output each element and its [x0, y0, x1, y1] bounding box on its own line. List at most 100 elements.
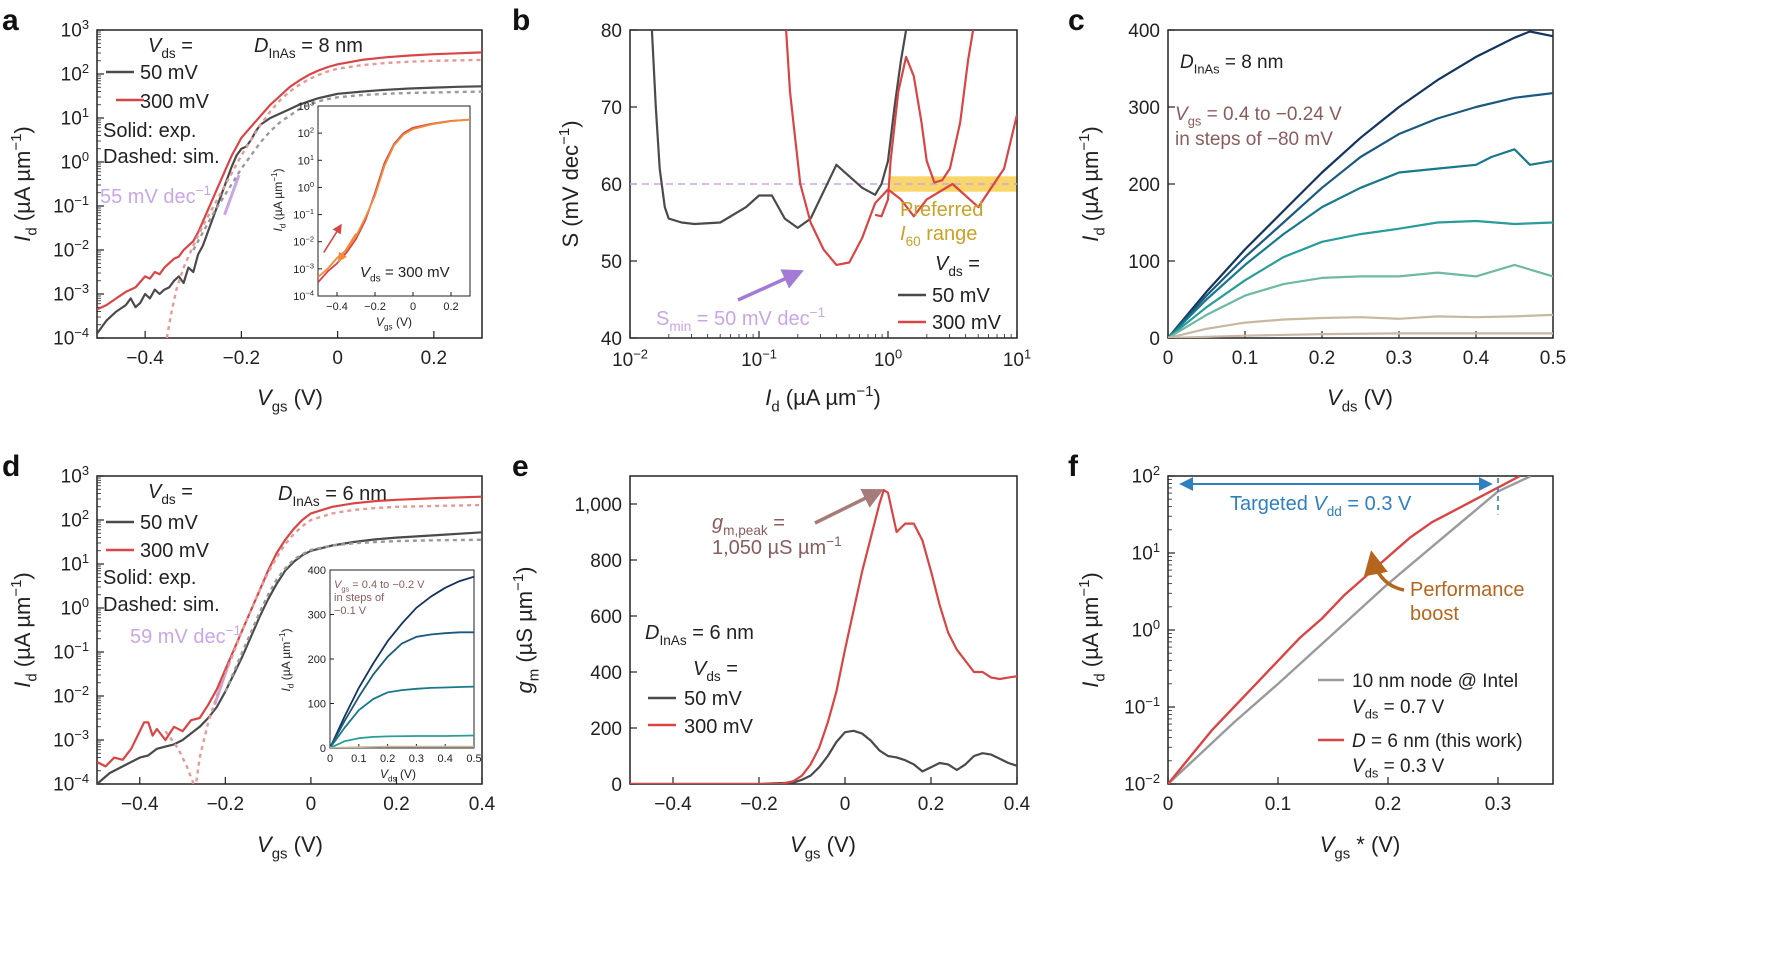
legend-300mv: 300 mV: [140, 540, 210, 562]
y-tick-label: 10−1: [53, 193, 89, 218]
panel-b-chart: 10−2 10−1 100 101 40 50 60 70 80 Id (µA µm−1) S (m…: [556, 21, 1031, 416]
panel-f-chart: 0 0.1 0.2 0.3 10−2 10−1 100 101 102 Targeted Vdd …: [1076, 463, 1554, 863]
x-tick-label: 0.3: [1485, 794, 1511, 815]
x-axis-title: Vds (V): [1327, 385, 1393, 416]
inset-y-title: Id (µA µm−1): [278, 628, 295, 691]
inset-y-tick-label: 101: [298, 153, 314, 167]
inset-series-4: [330, 745, 474, 748]
y-tick-label: 0: [611, 775, 622, 796]
preferred-label: Preferred: [900, 199, 983, 221]
x-tick-label: −0.2: [740, 794, 778, 815]
x-tick-label: 0.3: [1386, 348, 1412, 369]
y-axis-title: Id (µA µm−1): [8, 126, 40, 242]
series-300-mV-exp: [97, 51, 482, 311]
inset-x-tick-label: 0.2: [380, 753, 395, 765]
plot-frame: [96, 29, 483, 339]
inset-vds-label: Vds = 300 mV: [360, 264, 450, 285]
inset-y-tick-label: 10−1: [293, 207, 314, 221]
y-tick-label: 300: [1128, 98, 1160, 119]
inset-x-tick-label: 0.4: [438, 753, 453, 765]
plot-frame: [1167, 29, 1554, 339]
y-tick-label: 50: [601, 252, 622, 273]
y-tick-label: 100: [61, 595, 89, 620]
legend-intel: 10 nm node @ Intel: [1352, 671, 1518, 692]
gm-peak-arrow: [814, 488, 884, 525]
vgs-range-label: Vgs = 0.4 to −0.24 V: [1175, 104, 1342, 129]
inset-y-tick-label: 300: [308, 610, 326, 622]
series-D-6-nm-this-work-: [1168, 476, 1521, 784]
x-axis-title: Vgs (V): [257, 385, 323, 416]
series-50-mV-sim: [224, 538, 482, 693]
performance-label: Performance: [1410, 579, 1525, 601]
inset-series-1: [330, 631, 474, 748]
inset-x-tick-label: 0.3: [409, 753, 424, 765]
inset-y-tick-label: 100: [308, 699, 326, 711]
y-tick-label: 80: [601, 21, 622, 42]
slope-marker: [223, 174, 241, 216]
series-vgs-4: [1168, 263, 1553, 338]
inset-y-tick-label: 400: [308, 565, 326, 577]
inset-x-tick-label: −0.2: [364, 301, 386, 313]
solid-note: Solid: exp.: [103, 120, 196, 142]
inset-y-tick-label: 200: [308, 654, 326, 666]
x-tick-label: 0.1: [1265, 794, 1291, 815]
series-50-mV-exp: [97, 85, 482, 335]
gm-peak-value: 1,050 µS µm−1: [712, 534, 842, 559]
y-tick-label: 100: [1132, 617, 1160, 642]
series-50-mV-sim: [192, 90, 482, 251]
series-300-mV: [630, 488, 1017, 784]
inset-vgs-range: Vgs = 0.4 to −0.2 V: [334, 579, 425, 593]
x-tick-label: −0.4: [121, 794, 159, 815]
vds-header: Vds =: [693, 658, 738, 684]
y-tick-label: 10−3: [53, 727, 89, 752]
y-tick-label: 60: [601, 175, 622, 196]
series-vgs-0: [1168, 30, 1553, 338]
x-tick-label: 0: [332, 348, 343, 369]
boost-label: boost: [1410, 603, 1459, 625]
y-tick-label: 10−1: [53, 639, 89, 664]
inset-frame: [329, 569, 475, 749]
x-tick-label: 0: [1163, 348, 1174, 369]
x-tick-label: 10−2: [612, 346, 648, 371]
inset-series-0: [330, 575, 474, 748]
legend-300mv: 300 mV: [684, 716, 754, 738]
y-tick-label: 200: [1128, 175, 1160, 196]
solid-note: Solid: exp.: [103, 567, 196, 589]
series-vgs-2: [1168, 148, 1553, 338]
legend-intel-vds: Vds = 0.7 V: [1352, 697, 1445, 722]
x-tick-label: 0: [306, 794, 317, 815]
y-axis-title: Id (µA µm−1): [1076, 126, 1108, 242]
y-tick-label: 600: [590, 607, 622, 628]
x-axis-title: Vgs (V): [790, 832, 856, 863]
x-tick-label: −0.2: [207, 794, 245, 815]
inset-x-title: Vds (V): [380, 767, 416, 784]
series-50-mV: [630, 729, 1017, 784]
series-300-mV-sim: [165, 58, 482, 338]
y-axis-title: S (mV dec−1): [556, 120, 583, 247]
x-tick-label: −0.4: [654, 794, 692, 815]
panel-letter-a: a: [2, 4, 19, 37]
vds-header: Vds =: [148, 35, 193, 61]
y-tick-label: 100: [61, 149, 89, 174]
gm-peak-label: gm,peak =: [712, 512, 785, 538]
series-50-mV: [650, 30, 908, 229]
legend-300mv: 300 mV: [140, 91, 210, 113]
panel-letter-c: c: [1068, 4, 1085, 37]
series-10-nm-node-Intel: [1168, 476, 1532, 784]
diameter-label: DInAs = 6 nm: [278, 483, 387, 509]
smin-arrow: [737, 269, 804, 302]
inset-series-2: [330, 685, 474, 748]
panel-letter-f: f: [1068, 450, 1079, 483]
legend-300mv: 300 mV: [932, 312, 1002, 334]
vds-header: Vds =: [935, 253, 980, 279]
y-tick-label: 10−2: [53, 237, 89, 262]
x-tick-label: −0.2: [223, 348, 261, 369]
inset-x-title: Vgs (V): [376, 315, 412, 332]
y-axis-title: Id (µA µm−1): [1076, 572, 1108, 688]
y-tick-label: 10−2: [1124, 771, 1160, 796]
x-tick-label: 0.5: [1540, 348, 1566, 369]
diameter-label: DInAs = 8 nm: [1180, 52, 1283, 77]
y-tick-label: 100: [1128, 252, 1160, 273]
x-tick-label: 0.2: [1375, 794, 1401, 815]
series-vgs-1: [1168, 92, 1553, 338]
